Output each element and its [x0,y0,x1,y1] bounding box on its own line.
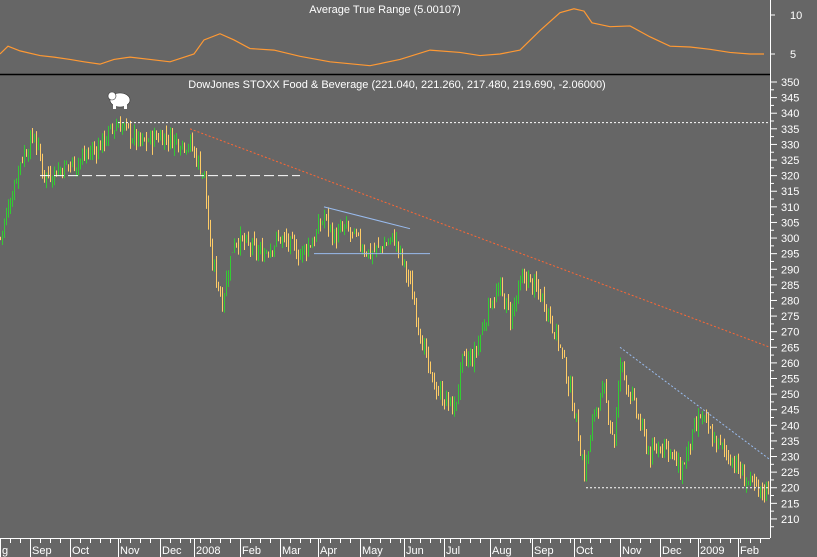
price-tick-label: 310 [781,202,799,214]
month-label: Nov [622,545,642,557]
price-tick-label: 260 [781,358,799,370]
bear-icon [107,91,131,109]
atr-tick-label: 5 [790,49,796,61]
price-tick-label: 225 [781,467,799,479]
month-label: Oct [72,545,89,557]
price-tick-label: 250 [781,389,799,401]
month-label: Oct [576,545,593,557]
price-tick-label: 210 [781,514,799,526]
month-label: May [362,545,383,557]
month-label: Mar [282,545,301,557]
price-tick-label: 290 [781,264,799,276]
price-tick-label: 235 [781,436,799,448]
price-tick-label: 330 [781,139,799,151]
price-tick-label: 220 [781,483,799,495]
price-tick-label: 305 [781,217,799,229]
month-label: Apr [320,545,337,557]
month-label: Jun [406,545,424,557]
price-tick-label: 345 [781,93,799,105]
month-label: Jul [446,545,460,557]
month-label: Sep [534,545,554,557]
price-title: DowJones STOXX Food & Beverage (221.040,… [188,79,605,91]
price-tick-label: 215 [781,498,799,510]
trendline-triangle-top [323,206,411,230]
price-tick-label: 265 [781,342,799,354]
price-tick-label: 245 [781,405,799,417]
price-tick-label: 255 [781,373,799,385]
price-tick-label: 315 [781,186,799,198]
price-tick-label: 270 [781,327,799,339]
price-tick-label: 300 [781,233,799,245]
price-tick-label: 350 [781,77,799,89]
month-label: Dec [162,545,182,557]
price-panel [0,116,771,503]
atr-panel [0,8,764,67]
month-label: 2008 [196,545,220,557]
price-tick-label: 230 [781,452,799,464]
atr-line [0,8,764,67]
price-tick-label: 340 [781,108,799,120]
trendline-long-downtrend [189,128,771,348]
price-tick-label: 280 [781,295,799,307]
price-tick-label: 320 [781,171,799,183]
price-tick-label: 240 [781,420,799,432]
month-label: Dec [662,545,682,557]
price-tick-label: 275 [781,311,799,323]
month-label: 2009 [700,545,724,557]
trendline-late-downtrend [619,346,771,461]
price-tick-label: 325 [781,155,799,167]
atr-title: Average True Range (5.00107) [309,4,460,16]
month-label: Feb [242,545,261,557]
price-tick-label: 335 [781,124,799,136]
month-label: Feb [740,545,759,557]
month-label: g [2,545,8,557]
price-tick-label: 295 [781,249,799,261]
month-label: Nov [120,545,140,557]
month-label: Aug [492,545,512,557]
month-label: Sep [32,545,52,557]
atr-tick-label: 10 [790,10,802,22]
price-tick-label: 285 [781,280,799,292]
